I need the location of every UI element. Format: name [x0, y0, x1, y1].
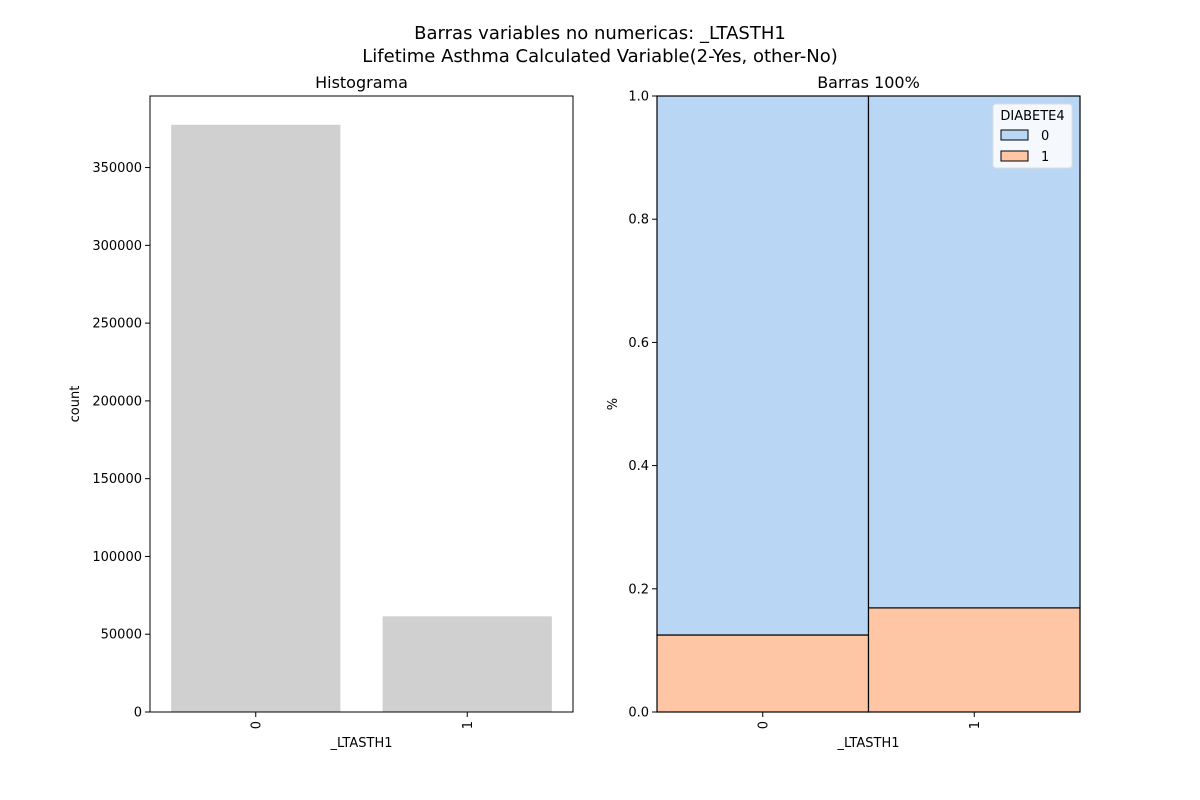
y-tick-label: 300000 — [92, 239, 142, 254]
y-tick-label: 0.4 — [628, 459, 649, 474]
x-axis-label: _LTASTH1 — [836, 736, 899, 751]
axes-frame — [656, 95, 1081, 713]
y-tick-label: 100000 — [92, 550, 142, 565]
y-tick-label: 50000 — [101, 628, 142, 643]
bar-0-series-0 — [656, 95, 870, 636]
figure-title-line1: Barras variables no numericas: _LTASTH1 — [414, 23, 786, 44]
y-tick-label: 150000 — [92, 472, 142, 487]
x-tick-label: 1 — [968, 721, 983, 729]
y-tick-label: 0.2 — [628, 582, 649, 597]
x-tick-label: 1 — [461, 721, 476, 729]
legend-title: DIABETE4 — [1000, 109, 1064, 124]
y-tick-label: 0 — [134, 706, 142, 721]
y-tick-label: 250000 — [92, 317, 142, 332]
y-tick-label: 200000 — [92, 394, 142, 409]
bar-1-series-1 — [867, 607, 1081, 713]
axes-frame — [149, 95, 574, 713]
x-axis-label: _LTASTH1 — [329, 736, 392, 751]
y-tick-label: 350000 — [92, 161, 142, 176]
legend-swatch-0 — [1000, 129, 1029, 141]
y-tick-label: 0.0 — [628, 706, 649, 721]
bar-0-series-1 — [656, 634, 870, 713]
stacked-percent-axes: 0.0 0.2 0.4 0.6 0.8 1.0 0 1 Barras 100% _LTASTH1%… — [606, 73, 1081, 751]
axes-title: Barras 100% — [817, 73, 920, 92]
bar-0 — [171, 124, 341, 713]
y-axis-label: count — [68, 386, 83, 423]
legend-entry-0: 0 — [1041, 129, 1049, 144]
figure-title-line2: Lifetime Asthma Calculated Variable(2-Ye… — [362, 46, 838, 67]
legend-swatch-1 — [1000, 150, 1029, 162]
bar-1-series-0 — [867, 95, 1081, 609]
y-tick-label: 0.8 — [628, 213, 649, 228]
axes-title: Histograma — [315, 73, 408, 92]
legend: DIABETE4 0 1 — [992, 103, 1073, 169]
y-tick-label: 1.0 — [628, 90, 649, 105]
y-tick-label: 0.6 — [628, 336, 649, 351]
x-tick-label: 0 — [249, 721, 264, 729]
legend-entry-1: 1 — [1041, 150, 1049, 165]
histogram-axes: 0 50000 100000 150000 200000 250000 300000 3500… — [68, 73, 574, 751]
bar-1 — [382, 616, 552, 712]
x-tick-label: 0 — [756, 721, 771, 729]
y-axis-label: % — [606, 398, 621, 410]
